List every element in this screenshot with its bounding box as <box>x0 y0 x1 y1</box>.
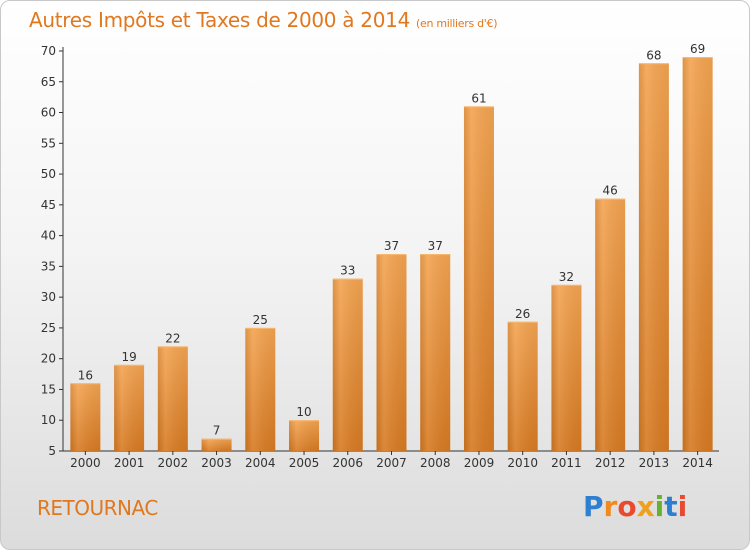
x-tick-label: 2009 <box>464 456 495 470</box>
city-name: RETOURNAC <box>37 496 158 520</box>
bar-value-label: 61 <box>471 91 486 105</box>
bar-shade <box>463 106 494 451</box>
bar-value-label: 10 <box>296 405 311 419</box>
bar-shade <box>114 364 145 451</box>
x-tick-label: 2003 <box>201 456 232 470</box>
y-tick-label: 55 <box>41 136 56 150</box>
bar-shade <box>682 57 713 452</box>
x-tick-label: 2011 <box>551 456 582 470</box>
x-tick-label: 2010 <box>507 456 538 470</box>
x-tick-label: 2012 <box>595 456 626 470</box>
axes: 5 10 15 20 25 30 35 40 45 50 55 60 65 70 <box>41 44 719 458</box>
y-tick-label: 40 <box>41 229 56 243</box>
y-tick-label: 10 <box>41 413 56 427</box>
bar-value-label: 69 <box>690 42 705 56</box>
x-tick-label: 2000 <box>70 456 101 470</box>
x-tick-label: 2002 <box>158 456 189 470</box>
bar-shade <box>70 383 101 451</box>
x-tick-label: 2005 <box>289 456 320 470</box>
bar-shade <box>157 346 188 451</box>
y-tick-label: 70 <box>41 44 56 58</box>
y-tick-label: 45 <box>41 198 56 212</box>
y-tick-label: 15 <box>41 382 56 396</box>
chart-title-text: Autres Impôts et Taxes de 2000 à 2014 <box>29 8 410 32</box>
y-tick-label: 60 <box>41 106 56 120</box>
y-tick-label: 65 <box>41 75 56 89</box>
x-tick-label: 2014 <box>682 456 713 470</box>
bar-shade <box>332 278 363 451</box>
bar-value-label: 37 <box>428 239 443 253</box>
bar-shade <box>638 63 669 452</box>
x-tick-label: 2007 <box>376 456 407 470</box>
logo-letter: t <box>664 490 678 523</box>
bar-value-label: 46 <box>603 184 618 198</box>
y-tick-label: 50 <box>41 167 56 181</box>
x-tick-label: 2006 <box>332 456 363 470</box>
bar-value-label: 32 <box>559 270 574 284</box>
logo-letter: o <box>617 490 637 523</box>
y-tick-label: 20 <box>41 352 56 366</box>
bar-value-label: 26 <box>515 307 530 321</box>
logo-letter: i <box>654 490 665 523</box>
bars <box>70 57 713 452</box>
proxiti-logo: Proxiti <box>583 490 687 523</box>
bar-value-label: 7 <box>213 424 221 438</box>
bar-shade <box>420 254 451 451</box>
y-tick-label: 30 <box>41 290 56 304</box>
x-tick-label: 2008 <box>420 456 451 470</box>
logo-letter: x <box>636 490 655 523</box>
bar-shade <box>201 438 232 451</box>
bar-value-label: 19 <box>121 350 136 364</box>
bar-value-label: 22 <box>165 331 180 345</box>
bar-shade <box>376 254 407 451</box>
chart-subtitle: (en milliers d'€) <box>416 17 498 30</box>
chart-title: Autres Impôts et Taxes de 2000 à 2014 (en… <box>29 8 497 32</box>
y-tick-label: 5 <box>48 444 56 458</box>
logo-letter: P <box>583 490 604 523</box>
y-tick-label: 35 <box>41 259 56 273</box>
bar-shade <box>289 420 320 451</box>
bar-shade <box>245 327 276 451</box>
bar-value-label: 37 <box>384 239 399 253</box>
bar-shade <box>551 284 582 451</box>
y-tick-label: 25 <box>41 321 56 335</box>
x-tick-label: 2001 <box>114 456 145 470</box>
x-tick-label: 2004 <box>245 456 276 470</box>
bar-value-label: 25 <box>253 313 268 327</box>
bar-value-label: 68 <box>646 48 661 62</box>
logo-letter: i <box>677 490 688 523</box>
x-tick-label: 2013 <box>639 456 670 470</box>
logo-letter: r <box>603 490 618 523</box>
bar-labels: 16 2000 19 2001 22 2002 7 2003 25 2004 10 2005 33 200… <box>70 42 713 470</box>
bar-value-label: 16 <box>78 368 93 382</box>
bar-shade <box>595 198 626 451</box>
bar-value-label: 33 <box>340 264 355 278</box>
bar-shade <box>507 321 538 451</box>
